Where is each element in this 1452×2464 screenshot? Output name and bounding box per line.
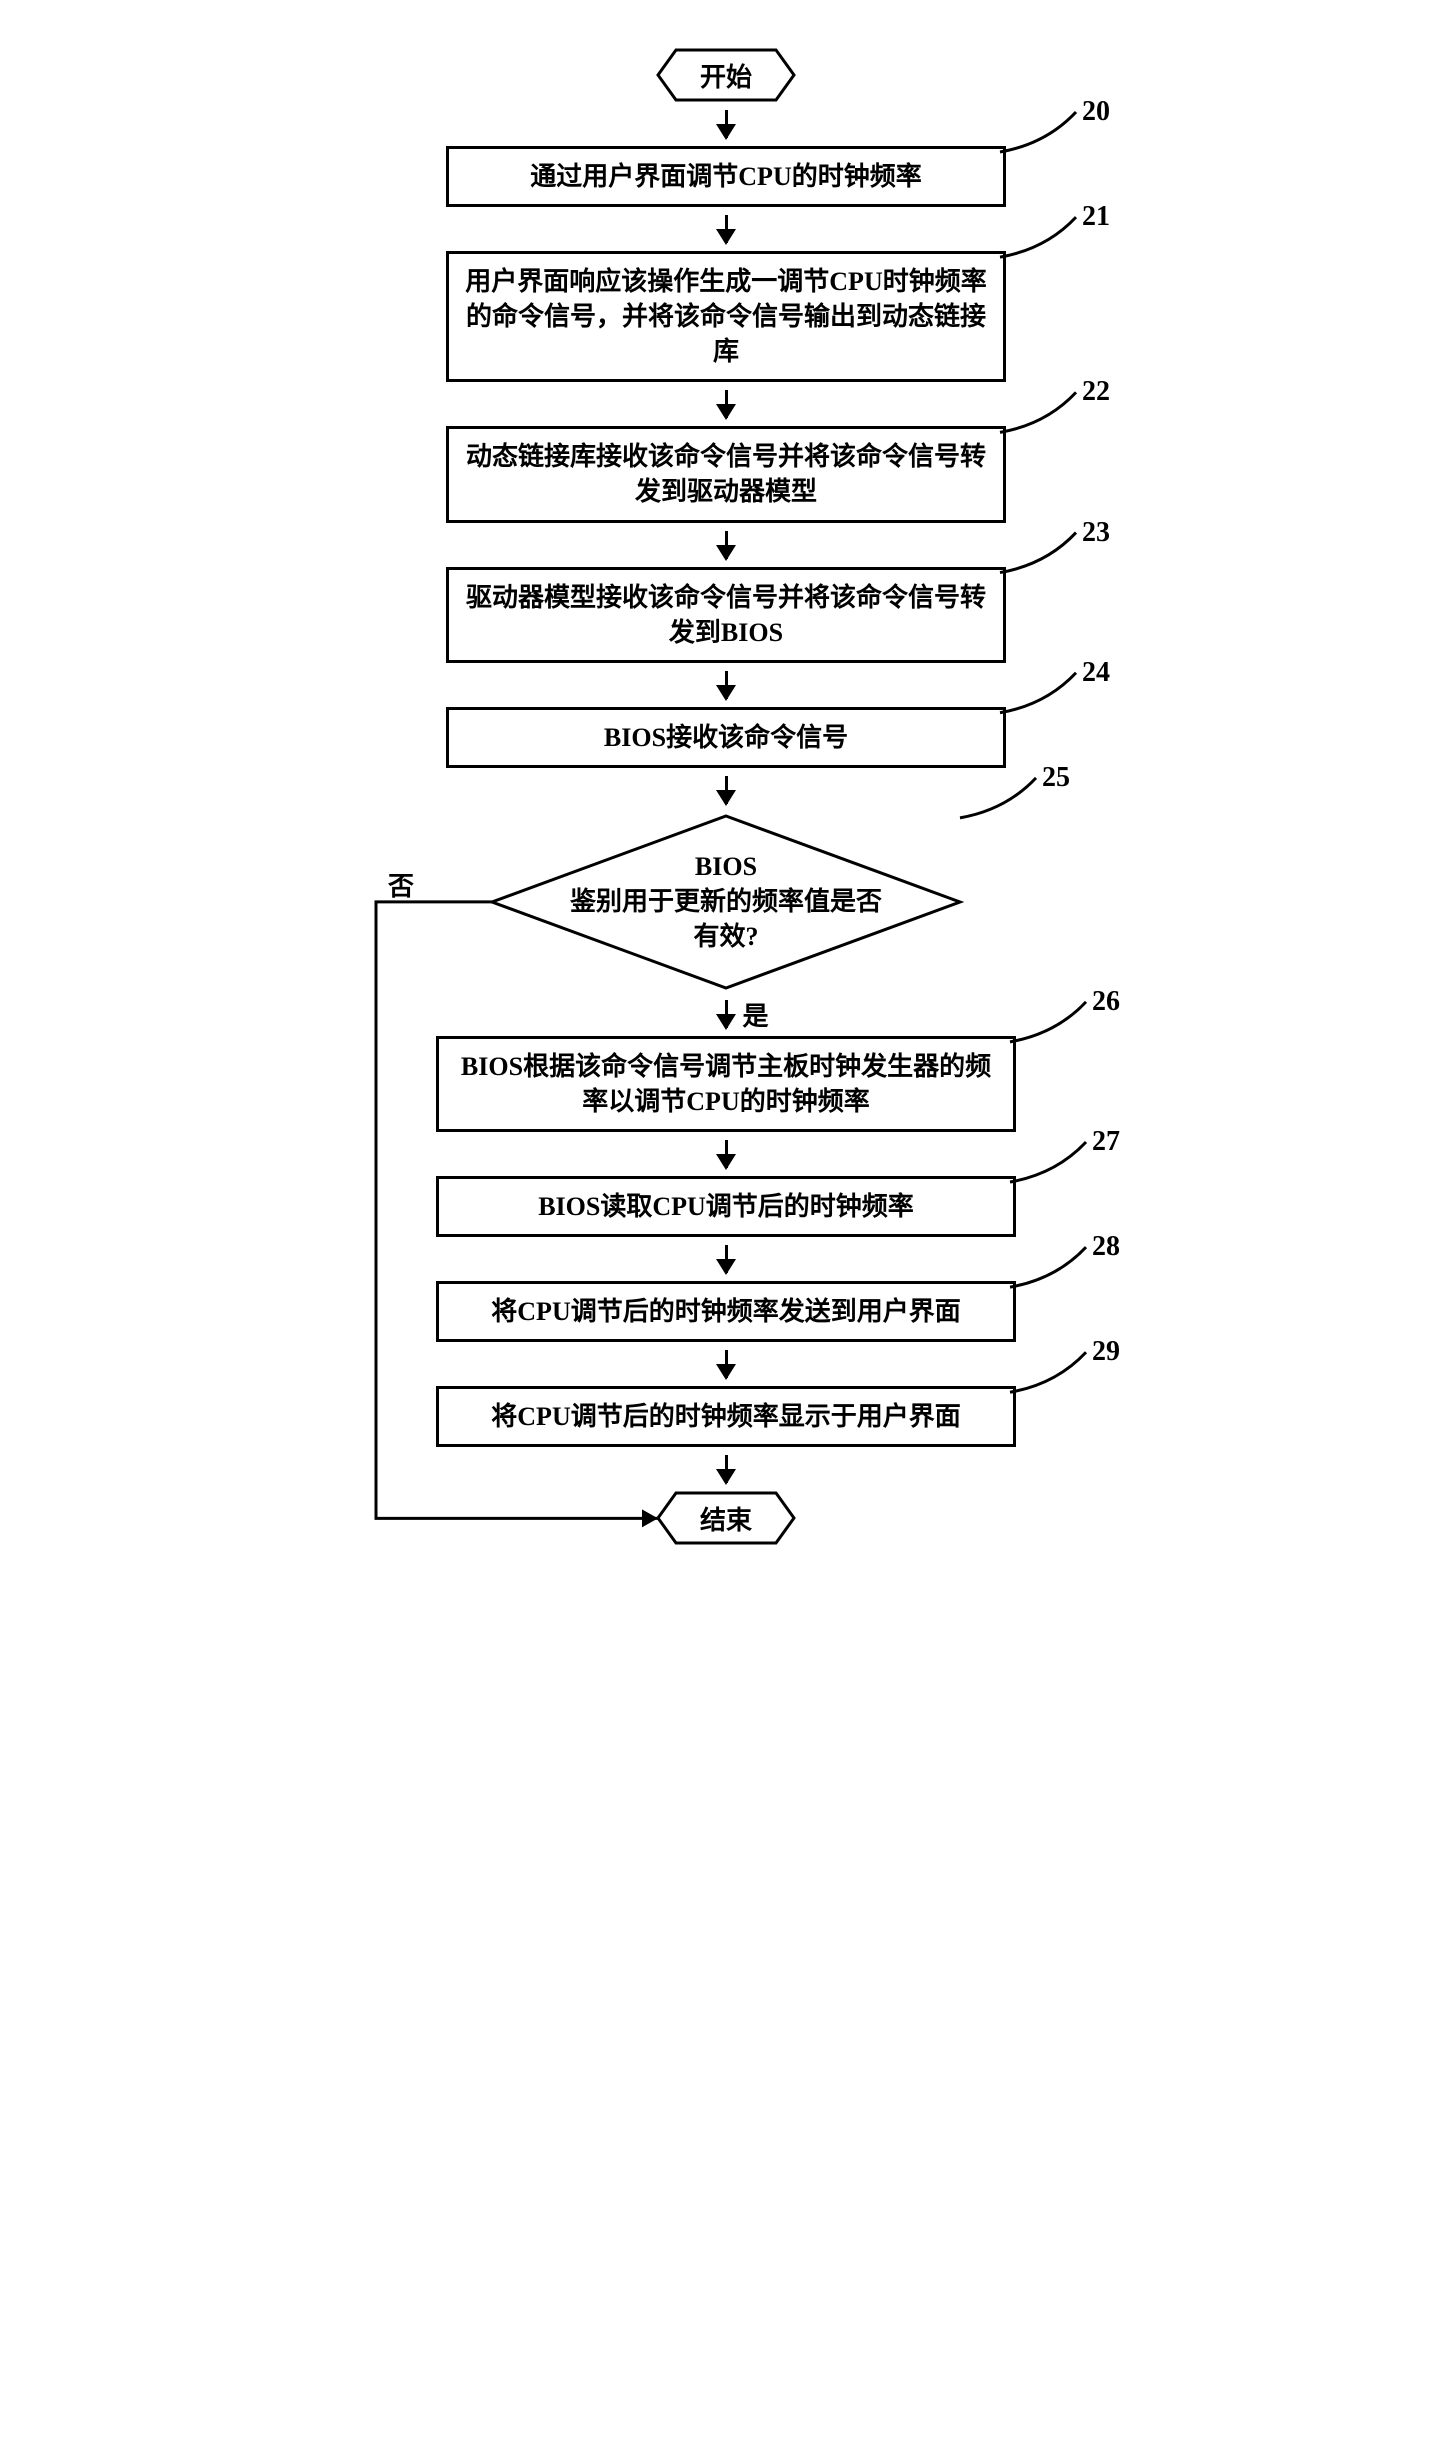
decision-25: BIOS 鉴别用于更新的频率值是否 有效? bbox=[486, 812, 966, 992]
no-label: 否 bbox=[388, 866, 414, 903]
step-27-text: BIOS读取CPU调节后的时钟频率 bbox=[538, 1192, 914, 1221]
ref-23: 23 bbox=[1082, 517, 1110, 549]
arrow bbox=[725, 531, 728, 559]
step-22: 动态链接库接收该命令信号并将该命令信号转发到驱动器模型 bbox=[446, 426, 1006, 522]
step-21: 用户界面响应该操作生成一调节CPU时钟频率的命令信号，并将该命令信号输出到动态链… bbox=[446, 251, 1006, 382]
ref-21: 21 bbox=[1082, 201, 1110, 233]
arrow bbox=[725, 1245, 728, 1273]
ref-26: 26 bbox=[1092, 986, 1120, 1018]
arrow bbox=[725, 215, 728, 243]
start-terminator: 开始 bbox=[656, 48, 796, 102]
step-28-text: 将CPU调节后的时钟频率发送到用户界面 bbox=[491, 1297, 960, 1326]
decision-25-text: BIOS 鉴别用于更新的频率值是否 有效? bbox=[500, 849, 952, 954]
step-26-text: BIOS根据该命令信号调节主板时钟发生器的频率以调节CPU的时钟频率 bbox=[461, 1052, 991, 1116]
step-29-text: 将CPU调节后的时钟频率显示于用户界面 bbox=[491, 1402, 960, 1431]
start-label: 开始 bbox=[700, 57, 752, 94]
step-24: BIOS接收该命令信号 bbox=[446, 707, 1006, 768]
ref-22: 22 bbox=[1082, 376, 1110, 408]
step-27: BIOS读取CPU调节后的时钟频率 bbox=[436, 1176, 1016, 1237]
arrow bbox=[725, 671, 728, 699]
ref-27: 27 bbox=[1092, 1126, 1120, 1158]
ref-24: 24 bbox=[1082, 657, 1110, 689]
arrow bbox=[725, 1350, 728, 1378]
flowchart-diagram: 开始 通过用户界面调节CPU的时钟频率 用户界面响应该操作生成一调节CPU时钟频… bbox=[336, 40, 1116, 1553]
step-28: 将CPU调节后的时钟频率发送到用户界面 bbox=[436, 1281, 1016, 1342]
step-21-text: 用户界面响应该操作生成一调节CPU时钟频率的命令信号，并将该命令信号输出到动态链… bbox=[465, 267, 986, 366]
flow-column: 开始 通过用户界面调节CPU的时钟频率 用户界面响应该操作生成一调节CPU时钟频… bbox=[336, 40, 1116, 1553]
ref-25: 25 bbox=[1042, 762, 1070, 794]
step-24-text: BIOS接收该命令信号 bbox=[604, 723, 848, 752]
arrow bbox=[725, 776, 728, 804]
step-29: 将CPU调节后的时钟频率显示于用户界面 bbox=[436, 1386, 1016, 1447]
step-23: 驱动器模型接收该命令信号并将该命令信号转发到BIOS bbox=[446, 567, 1006, 663]
end-terminator: 结束 bbox=[656, 1491, 796, 1545]
step-26: BIOS根据该命令信号调节主板时钟发生器的频率以调节CPU的时钟频率 bbox=[436, 1036, 1016, 1132]
arrow bbox=[725, 1140, 728, 1168]
ref-29: 29 bbox=[1092, 1336, 1120, 1368]
arrow: 是 bbox=[725, 1000, 728, 1028]
step-22-text: 动态链接库接收该命令信号并将该命令信号转发到驱动器模型 bbox=[466, 442, 986, 506]
end-label: 结束 bbox=[700, 1500, 752, 1537]
step-23-text: 驱动器模型接收该命令信号并将该命令信号转发到BIOS bbox=[466, 583, 986, 647]
ref-20: 20 bbox=[1082, 96, 1110, 128]
arrow bbox=[725, 1455, 728, 1483]
arrow bbox=[725, 110, 728, 138]
step-20-text: 通过用户界面调节CPU的时钟频率 bbox=[530, 162, 921, 191]
ref-28: 28 bbox=[1092, 1231, 1120, 1263]
yes-label: 是 bbox=[743, 996, 769, 1033]
step-20: 通过用户界面调节CPU的时钟频率 bbox=[446, 146, 1006, 207]
arrow bbox=[725, 390, 728, 418]
